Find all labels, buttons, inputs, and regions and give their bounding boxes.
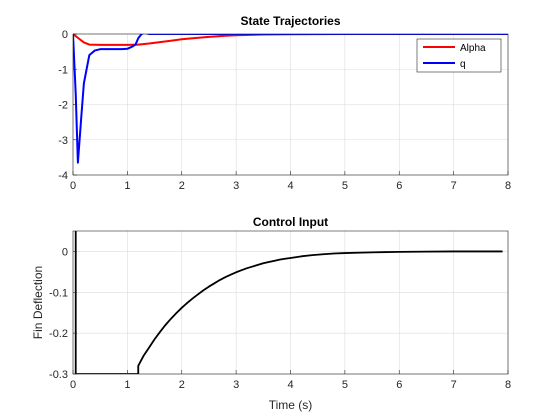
x-tick-label: 6	[396, 379, 402, 391]
x-tick-label: 2	[179, 379, 185, 391]
x-tick-label: 2	[179, 180, 185, 192]
x-tick-label: 4	[287, 180, 293, 192]
legend: Alpha q	[416, 38, 502, 73]
x-tick-label: 4	[287, 379, 293, 391]
y-tick-label: -2	[58, 100, 68, 112]
x-tick-label: 7	[451, 379, 457, 391]
x-tick-label: 3	[233, 379, 239, 391]
y-tick-label: -0.3	[49, 369, 68, 381]
y-tick-label: -4	[58, 170, 68, 182]
y-tick-label: 0	[62, 29, 68, 41]
series-group	[74, 231, 503, 374]
ticks: 0 1 2 3 4 5 6 7 8 0 -1 -2 -3 -4	[58, 29, 511, 192]
series-line-q	[73, 34, 508, 164]
y-tick-label: -1	[58, 64, 68, 76]
legend-label-alpha: Alpha	[460, 43, 486, 54]
y-tick-label: -0.2	[49, 328, 68, 340]
y-tick-label: 0	[62, 246, 68, 258]
x-tick-label: 5	[342, 180, 348, 192]
x-tick-label: 8	[505, 379, 511, 391]
x-tick-label: 8	[505, 180, 511, 192]
state-trajectories-axes: 0 1 2 3 4 5 6 7 8 0 -1 -2 -3 -4 State Trajectories Al…	[58, 14, 511, 192]
chart-title: State Trajectories	[240, 14, 340, 28]
chart-title: Control Input	[253, 215, 328, 229]
x-tick-label: 3	[233, 180, 239, 192]
x-tick-label: 0	[70, 180, 76, 192]
x-tick-label: 6	[396, 180, 402, 192]
y-tick-label: -3	[58, 135, 68, 147]
series-line-control	[74, 231, 503, 374]
legend-box	[416, 38, 502, 73]
x-tick-label: 1	[124, 379, 130, 391]
x-tick-label: 1	[124, 180, 130, 192]
control-input-axes: 0 1 2 3 4 5 6 7 8 0 -0.1 -0.2 -0.3 Control Input Tim…	[31, 215, 511, 412]
legend-label-q: q	[460, 59, 466, 70]
x-tick-label: 5	[342, 379, 348, 391]
x-axis-label: Time (s)	[269, 398, 313, 412]
ticks: 0 1 2 3 4 5 6 7 8 0 -0.1 -0.2 -0.3	[49, 246, 511, 391]
y-axis-label: Fin Deflection	[31, 266, 45, 339]
x-tick-label: 7	[451, 180, 457, 192]
y-tick-label: -0.1	[49, 287, 68, 299]
x-tick-label: 0	[70, 379, 76, 391]
